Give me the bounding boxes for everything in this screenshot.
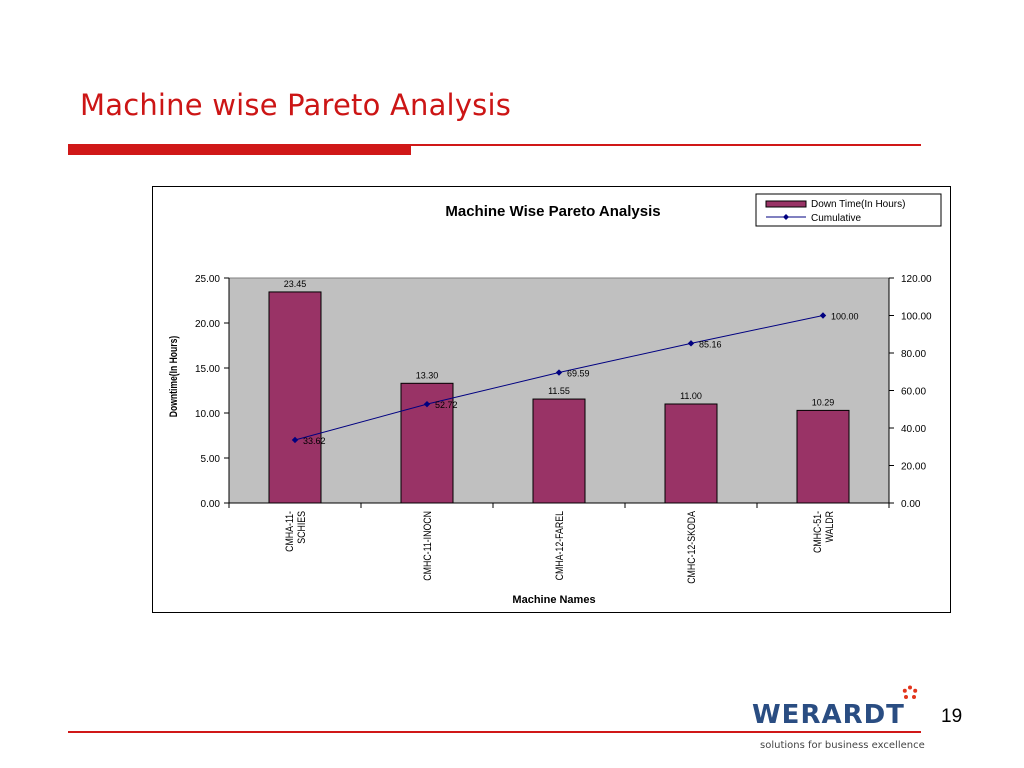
legend-line-label: Cumulative (811, 213, 861, 224)
bar (664, 403, 718, 504)
title-rule-accent (68, 146, 411, 155)
x-axis-title: Machine Names (512, 594, 595, 606)
x-category-label: CMHC-11-INOCN (422, 511, 434, 581)
y2-tick-label: 120.00 (901, 274, 932, 285)
bar-value-label: 11.55 (548, 386, 570, 396)
cumulative-point (687, 340, 695, 347)
legend-bar-swatch (765, 200, 807, 208)
y-axis-title: Downtime(In Hours) (168, 336, 180, 417)
cumulative-value-label: 100.00 (831, 312, 859, 322)
footer-rule (68, 731, 921, 733)
page-number: 19 (941, 706, 963, 727)
x-category-label: CMHC-51- (812, 511, 824, 553)
cumulative-value-label: 69.59 (567, 369, 590, 379)
bar (796, 409, 850, 504)
company-logo: WERARDT (752, 700, 905, 730)
bar (268, 291, 322, 504)
y-tick-label: 5.00 (201, 454, 221, 465)
logo-spark-icon (902, 685, 918, 699)
cumulative-value-label: 52.72 (435, 400, 458, 410)
bar-value-label: 11.00 (680, 391, 702, 401)
cumulative-point (291, 436, 299, 444)
cumulative-value-label: 33.62 (303, 436, 326, 446)
x-category-label: CMHA-11- (284, 511, 296, 552)
y2-tick-label: 20.00 (901, 462, 926, 473)
bar (532, 398, 586, 504)
y2-tick-label: 60.00 (901, 387, 926, 398)
cumulative-point (555, 369, 563, 376)
bar (400, 382, 454, 504)
cumulative-point (819, 312, 827, 319)
y2-tick-label: 0.00 (901, 499, 921, 510)
y-tick-label: 10.00 (195, 409, 220, 420)
x-category-label: SCHIES (296, 511, 308, 544)
x-category-label: CMHC-12-SKODA (686, 511, 698, 584)
x-category-label: CMHA-12-FAREL (554, 511, 566, 581)
cumulative-point (423, 400, 431, 408)
y2-tick-label: 80.00 (901, 349, 926, 360)
y2-tick-label: 40.00 (901, 424, 926, 435)
legend-box (755, 193, 942, 227)
y-tick-label: 0.00 (201, 499, 221, 510)
company-tagline: solutions for business excellence (760, 740, 925, 751)
chart-frame: Machine Wise Pareto Analysis 0.00 5.00 10.0… (152, 186, 951, 613)
legend-line-marker (783, 214, 789, 220)
bar-value-label: 13.30 (416, 370, 439, 380)
bar-value-label: 23.45 (284, 279, 307, 289)
y-tick-label: 20.00 (195, 319, 220, 330)
y-tick-label: 15.00 (195, 364, 220, 375)
pareto-chart: Machine Wise Pareto Analysis 0.00 5.00 10.0… (168, 193, 942, 606)
legend-bar-label: Down Time(In Hours) (811, 199, 905, 210)
chart-title: Machine Wise Pareto Analysis (445, 203, 660, 220)
title-rule (68, 144, 921, 146)
cumulative-value-label: 85.16 (699, 339, 722, 349)
bar-value-label: 10.29 (812, 397, 835, 407)
x-category-label: WALDR (824, 511, 836, 542)
slide-title: Machine wise Pareto Analysis (80, 88, 512, 122)
y2-tick-label: 100.00 (901, 312, 932, 323)
y-tick-label: 25.00 (195, 274, 220, 285)
